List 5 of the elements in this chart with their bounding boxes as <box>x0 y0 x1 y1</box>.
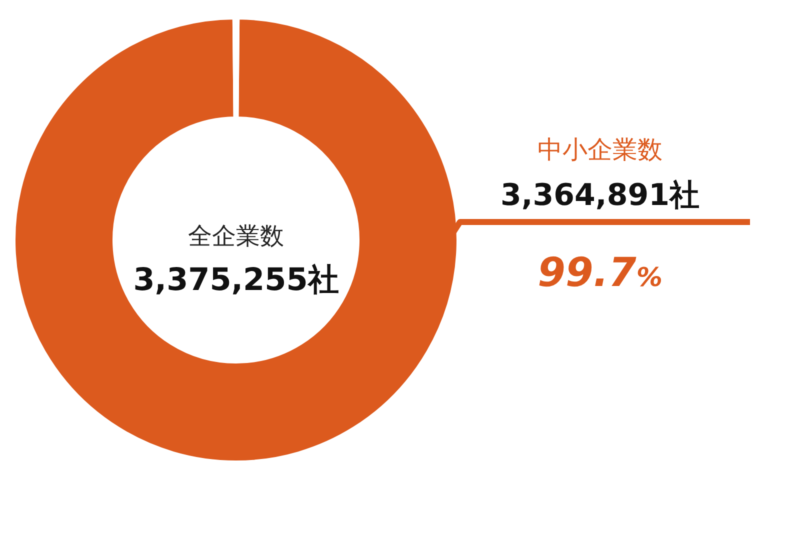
data-label: 99.7% <box>538 250 662 296</box>
text: 全企業数 <box>188 222 284 250</box>
text: 3,364,891社 <box>500 178 700 213</box>
text: 3,375,255社 <box>133 262 339 298</box>
slice-label: 中小企業数 <box>538 135 662 164</box>
